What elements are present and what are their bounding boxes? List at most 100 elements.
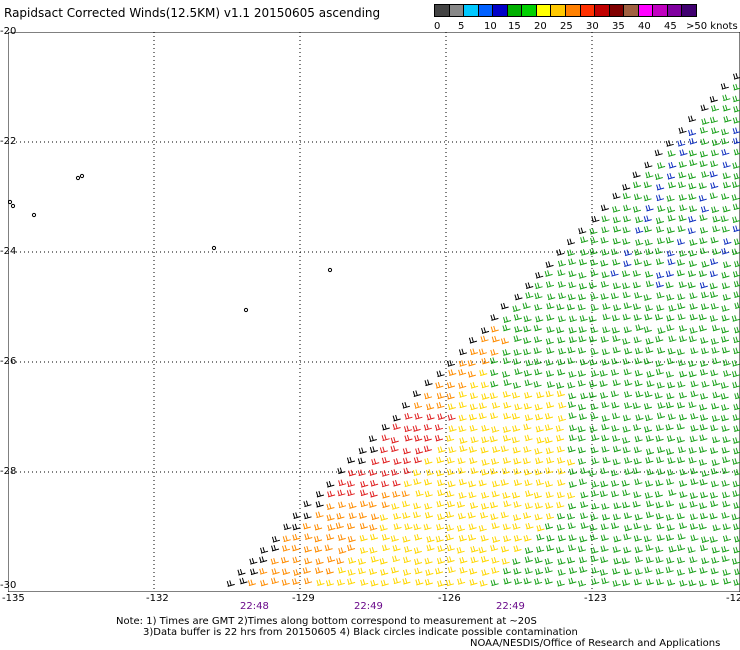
wind-barb bbox=[404, 413, 413, 420]
wind-barb bbox=[491, 426, 500, 433]
wind-barb bbox=[469, 392, 479, 400]
wind-barb bbox=[689, 523, 698, 530]
wind-barb bbox=[644, 239, 653, 246]
wind-barb bbox=[446, 468, 455, 476]
wind-barb bbox=[677, 456, 686, 464]
wind-barb bbox=[481, 327, 490, 334]
wind-barb bbox=[513, 349, 522, 356]
wind-barb bbox=[590, 326, 599, 334]
wind-barb bbox=[643, 259, 652, 267]
wind-barb bbox=[666, 448, 675, 455]
wind-barb bbox=[360, 489, 369, 497]
wind-barb bbox=[665, 534, 675, 541]
wind-barb bbox=[613, 535, 622, 543]
wind-barb bbox=[503, 316, 512, 323]
wind-barb bbox=[534, 282, 543, 290]
wind-barb bbox=[368, 501, 377, 508]
wind-barb bbox=[678, 181, 687, 189]
wind-barb bbox=[720, 414, 729, 422]
wind-barb bbox=[424, 392, 433, 400]
wind-barb bbox=[513, 514, 522, 521]
wind-barb bbox=[511, 392, 521, 399]
wind-barb bbox=[633, 314, 642, 321]
wind-barb bbox=[701, 470, 710, 477]
wind-barb bbox=[612, 458, 621, 466]
wind-barb bbox=[612, 335, 621, 342]
wind-barb bbox=[690, 347, 699, 355]
wind-barb bbox=[665, 423, 674, 431]
wind-barb bbox=[710, 160, 719, 168]
wind-barb bbox=[578, 326, 587, 333]
wind-barb bbox=[556, 512, 566, 520]
longitude-label: -120 bbox=[726, 593, 740, 604]
wind-barb bbox=[698, 313, 707, 321]
wind-barb bbox=[536, 436, 545, 444]
wind-barb bbox=[524, 479, 533, 487]
wind-barb bbox=[423, 523, 432, 531]
wind-barb bbox=[679, 522, 688, 530]
wind-barb bbox=[346, 480, 356, 488]
wind-barb bbox=[732, 137, 740, 145]
wind-barb bbox=[534, 448, 543, 455]
wind-barb bbox=[602, 313, 611, 321]
wind-barb bbox=[654, 313, 664, 321]
wind-barb bbox=[720, 138, 730, 145]
wind-barb bbox=[676, 569, 685, 576]
wind-barb bbox=[370, 579, 379, 587]
wind-barb bbox=[480, 381, 490, 389]
wind-barb bbox=[666, 324, 675, 332]
wind-barb bbox=[458, 360, 467, 367]
wind-barb bbox=[722, 491, 731, 499]
wind-barb bbox=[666, 226, 675, 234]
wind-barb bbox=[732, 181, 740, 188]
wind-barb bbox=[590, 490, 599, 497]
wind-barb bbox=[591, 481, 600, 488]
wind-barb bbox=[655, 546, 664, 553]
wind-barb bbox=[657, 402, 666, 409]
wind-barb bbox=[699, 237, 708, 245]
wind-barb bbox=[580, 392, 589, 400]
wind-barb bbox=[490, 314, 499, 321]
legend-swatch bbox=[637, 4, 654, 17]
wind-barb bbox=[611, 522, 620, 530]
legend-tick-label: 25 bbox=[560, 21, 573, 32]
wind-barb bbox=[656, 522, 665, 530]
wind-barb bbox=[403, 480, 412, 488]
wind-barb bbox=[721, 555, 730, 563]
wind-barb bbox=[621, 557, 630, 565]
wind-barb bbox=[723, 238, 732, 245]
wind-barb bbox=[635, 324, 644, 331]
wind-barb bbox=[546, 347, 555, 354]
wind-barb bbox=[446, 381, 456, 389]
wind-barb bbox=[577, 347, 587, 354]
wind-barb bbox=[699, 247, 708, 255]
wind-barb bbox=[478, 412, 487, 420]
wind-barb bbox=[568, 434, 577, 442]
wind-barb bbox=[709, 95, 718, 103]
wind-barb bbox=[292, 523, 301, 531]
wind-barb bbox=[667, 150, 676, 157]
wind-barb bbox=[710, 303, 719, 310]
wind-barb bbox=[722, 569, 731, 576]
wind-barb bbox=[370, 555, 379, 563]
wind-barb bbox=[470, 436, 479, 444]
wind-barb bbox=[622, 489, 631, 497]
wind-barb bbox=[688, 138, 698, 145]
wind-barb bbox=[524, 556, 533, 563]
wind-barb bbox=[424, 490, 433, 498]
wind-barb bbox=[624, 347, 633, 355]
wind-barb bbox=[545, 359, 554, 366]
wind-barb bbox=[568, 412, 577, 419]
wind-barb bbox=[558, 348, 567, 355]
wind-barb bbox=[557, 415, 567, 422]
wind-barb bbox=[676, 238, 686, 246]
wind-barb bbox=[293, 569, 302, 576]
wind-barb bbox=[655, 194, 665, 202]
wind-barb bbox=[447, 414, 456, 421]
wind-barb bbox=[414, 413, 423, 420]
wind-barb bbox=[710, 447, 719, 454]
wind-barb bbox=[303, 545, 312, 553]
wind-barb bbox=[525, 522, 534, 530]
wind-barb bbox=[711, 105, 720, 112]
wind-barb bbox=[689, 501, 698, 508]
